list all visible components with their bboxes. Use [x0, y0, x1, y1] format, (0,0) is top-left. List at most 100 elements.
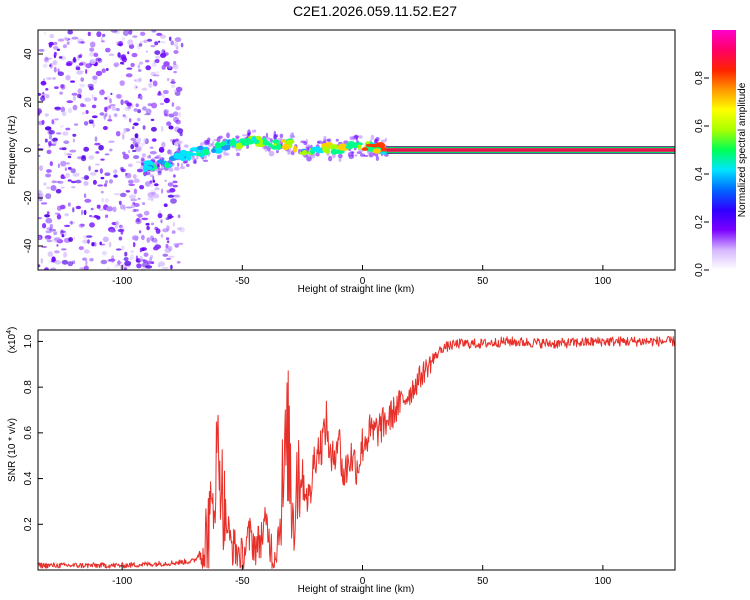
heatmap-noise-cell — [46, 227, 52, 230]
heatmap-noise-cell — [114, 264, 119, 268]
heatmap-noise-cell — [135, 103, 139, 108]
heatmap-halo-cell — [216, 136, 221, 143]
heatmap-halo-cell — [328, 155, 333, 162]
colorbar-ticks: 0.0 0.2 0.4 0.6 0.8 — [694, 71, 709, 277]
heatmap-noise-cell — [119, 54, 126, 61]
heatmap-noise-cell — [86, 235, 93, 238]
heatmap-noise-cell — [142, 106, 147, 111]
heatmap-noise-cell — [134, 79, 137, 82]
heatmap-noise-cell — [41, 119, 45, 125]
heatmap-noise-cell — [52, 60, 57, 66]
heatmap-noise-cell — [177, 214, 181, 219]
heatmap-noise-cell — [158, 40, 161, 43]
heatmap-noise-cell — [88, 86, 94, 91]
heatmap-noise-cell — [38, 48, 45, 52]
heatmap-noise-cell — [174, 41, 178, 48]
heatmap-noise-cell — [72, 104, 78, 111]
heatmap-noise-cell — [49, 34, 55, 39]
heatmap-noise-cell — [106, 206, 113, 212]
heatmap-noise-cell — [67, 107, 73, 114]
snr-y-tick-label: 1.0 — [23, 334, 34, 348]
heatmap-noise-cell — [161, 141, 166, 148]
heatmap-halo-cell — [335, 138, 339, 142]
heatmap-noise-cell — [46, 149, 52, 155]
heatmap-noise-cell — [111, 261, 115, 264]
heatmap-noise-cell — [40, 81, 47, 86]
heatmap-noise-cell — [105, 218, 108, 221]
heatmap-noise-cell — [134, 146, 142, 152]
heatmap-noise-cell — [160, 34, 166, 39]
heatmap-noise-cell — [146, 225, 150, 231]
heatmap-noise-cell — [122, 134, 125, 140]
heatmap-noise-cell — [63, 36, 69, 41]
heatmap-noise-cell — [171, 230, 176, 234]
heatmap-noise-cell — [133, 108, 138, 112]
heatmap-ridge-cell — [340, 143, 347, 148]
heatmap-noise-cell — [106, 267, 110, 270]
heatmap-noise-cell — [173, 174, 176, 178]
heatmap-halo-cell — [207, 137, 211, 142]
heatmap-noise-cell — [170, 40, 174, 46]
heatmap-noise-cell — [128, 163, 134, 168]
snr-y-tick-label: 0.4 — [23, 471, 34, 485]
heatmap-noise-cell — [95, 70, 103, 77]
heatmap-noise-cell — [125, 190, 131, 193]
heatmap-noise-cell — [168, 125, 174, 130]
heatmap-noise-cell — [128, 179, 134, 184]
heatmap-noise-cell — [149, 235, 154, 241]
heatmap-noise-cell — [104, 183, 107, 187]
heatmap-noise-cell — [154, 41, 159, 46]
heatmap-ridge-cell — [142, 165, 148, 173]
heatmap-noise-cell — [130, 253, 135, 260]
heatmap-noise-cell — [129, 257, 133, 261]
heatmap-halo-cell — [207, 143, 214, 147]
heatmap-noise-cell — [151, 30, 157, 33]
heatmap-noise-cell — [108, 53, 115, 57]
heatmap-noise-cell — [94, 142, 101, 146]
heatmap-noise-cell — [173, 50, 179, 54]
heatmap-noise-cell — [66, 100, 74, 104]
heatmap-noise-cell — [39, 198, 43, 202]
heatmap-noise-cell — [97, 184, 104, 187]
heatmap-noise-cell — [109, 98, 112, 104]
heatmap-noise-cell — [119, 80, 125, 86]
heatmap-noise-cell — [132, 241, 136, 248]
heatmap-halo-cell — [140, 162, 144, 166]
heatmap-noise-cell — [91, 94, 94, 100]
heatmap-noise-cell — [150, 222, 155, 226]
heatmap-noise-cell — [40, 95, 46, 102]
heatmap-noise-cell — [96, 31, 102, 38]
heatmap-noise-cell — [60, 248, 67, 251]
heatmap-noise-cell — [113, 174, 118, 178]
heatmap-noise-cell — [53, 231, 58, 236]
heatmap-noise-cell — [163, 97, 170, 104]
heatmap-noise-cell — [54, 86, 59, 89]
heatmap-noise-cell — [167, 182, 174, 187]
heatmap-noise-cell — [72, 58, 77, 63]
heatmap-noise-cell — [128, 150, 131, 154]
heatmap-noise-cell — [48, 134, 53, 140]
heatmap-noise-cell — [46, 239, 53, 243]
heatmap-noise-cell — [64, 167, 67, 172]
heatmap-noise-cell — [149, 180, 153, 185]
heatmap-noise-cell — [42, 223, 47, 229]
heatmap-noise-cell — [64, 213, 69, 217]
colorbar-label: Normalized spectral amplitude — [737, 82, 748, 217]
snr-y-tick-label: 0.8 — [23, 380, 34, 394]
heatmap-noise-cell — [172, 64, 177, 68]
heatmap-noise-cell — [78, 41, 81, 44]
heatmap-noise-cell — [162, 253, 169, 257]
heatmap-noise-cell — [83, 265, 89, 270]
heatmap-noise-cell — [121, 56, 127, 63]
heatmap-noise-cell — [67, 30, 73, 35]
heatmap-noise-cell — [135, 255, 138, 260]
heatmap-noise-cell — [133, 155, 140, 160]
heatmap-noise-cell — [128, 118, 132, 123]
heatmap-noise-cell — [45, 57, 53, 60]
heatmap-noise-cell — [152, 246, 159, 251]
heatmap-ridge-cell — [329, 144, 339, 150]
heatmap-noise-cell — [166, 77, 170, 82]
snr-multiplier-close: ) — [7, 327, 18, 330]
heatmap-ridge-cell — [301, 150, 308, 156]
heatmap-noise-cell — [132, 139, 137, 145]
